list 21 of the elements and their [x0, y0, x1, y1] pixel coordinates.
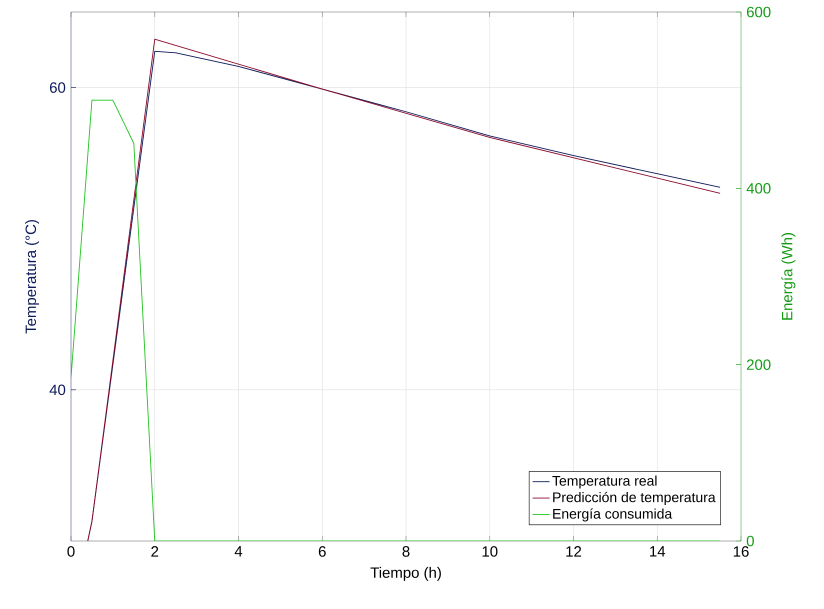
- x-axis-title: Tiempo (h): [370, 566, 441, 581]
- legend-label: Energía consumida: [553, 508, 672, 522]
- x-tick-label: 6: [318, 546, 326, 557]
- y2-tick-label: 400: [746, 183, 771, 194]
- y2-tick-label: 0: [746, 536, 754, 546]
- x-tick-label: 0: [67, 546, 75, 557]
- x-tick-label: 12: [566, 546, 582, 557]
- x-tick-label: 14: [650, 546, 666, 556]
- x-tick-label: 16: [734, 546, 749, 557]
- y-tick-label: 60: [50, 82, 66, 93]
- x-tick-label: 2: [151, 546, 158, 557]
- x-tick-label: 8: [402, 546, 410, 557]
- x-tick-label: 4: [234, 546, 242, 556]
- y-tick-label: 40: [50, 384, 66, 396]
- legend-label: Predicción de temperatura: [553, 492, 716, 505]
- y2-axis-title: Energía (Wh): [781, 233, 796, 320]
- y2-tick-label: 600: [746, 6, 771, 18]
- y2-tick-label: 200: [746, 359, 771, 370]
- x-tick-label: 10: [482, 546, 498, 557]
- legend-label: Temperatura real: [552, 476, 657, 488]
- y-axis-title: Temperatura (°C): [25, 220, 40, 334]
